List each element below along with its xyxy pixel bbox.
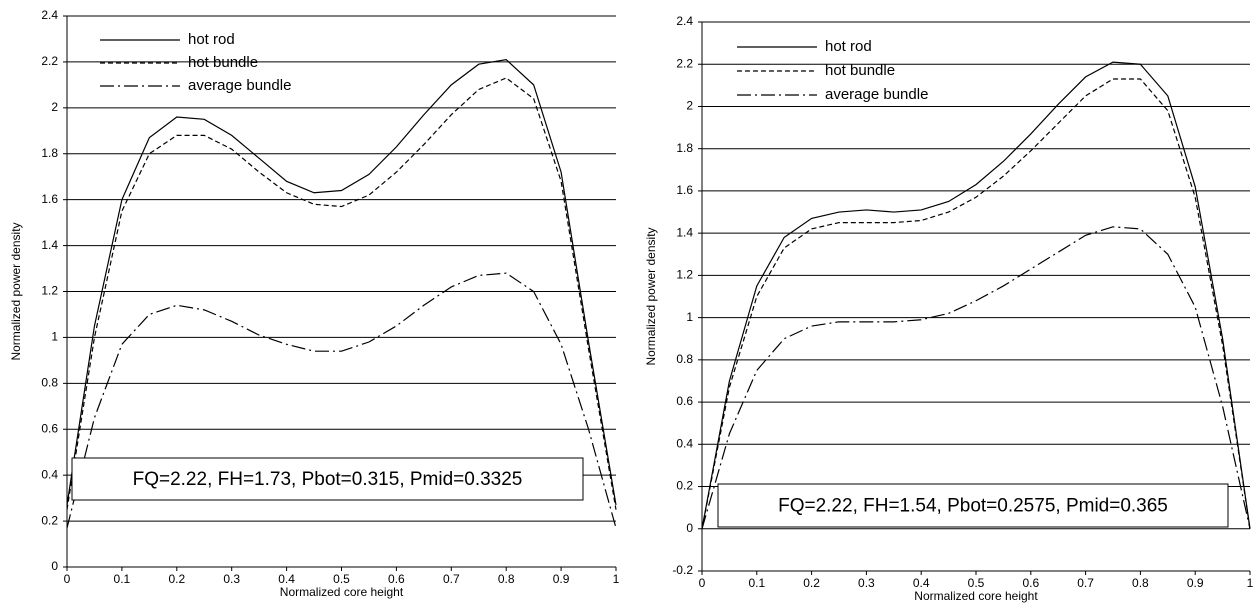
x-tick-label: 0.9 xyxy=(1187,576,1204,590)
series-line xyxy=(701,226,1251,529)
x-tick-label: 0.6 xyxy=(388,572,405,586)
x-tick-label: 0.3 xyxy=(223,572,240,586)
y-tick-label: 0.8 xyxy=(676,352,693,366)
y-tick-label: 0.6 xyxy=(676,394,693,408)
annotation-box xyxy=(717,483,1229,528)
y-tick-label: 1.4 xyxy=(676,225,693,239)
y-tick-label: 0.2 xyxy=(676,479,693,493)
annotation: FQ=2.22, FH=1.73, Pbot=0.315, Pmid=0.332… xyxy=(133,469,523,490)
x-tick-label: 0.2 xyxy=(803,576,820,590)
x-tick-label: 0.7 xyxy=(443,572,460,586)
y-tick-label: 1.2 xyxy=(676,268,693,282)
x-tick-label: 0.7 xyxy=(1077,576,1094,590)
legend-label: average bundle xyxy=(188,77,291,94)
y-tick-label: 0.8 xyxy=(41,376,58,390)
legend-label: hot bundle xyxy=(825,62,895,79)
x-tick-label: 0 xyxy=(699,576,706,590)
x-tick-label: 0.8 xyxy=(498,572,515,586)
y-tick-label: 0.6 xyxy=(41,421,58,435)
x-axis-label: Normalized core height xyxy=(280,585,404,599)
y-tick-label: 2.4 xyxy=(41,8,58,22)
y-tick-label: 1.6 xyxy=(676,183,693,197)
y-tick-label: 1.6 xyxy=(41,192,58,206)
legend-label: hot bundle xyxy=(188,54,258,71)
x-tick-label: 0.3 xyxy=(858,576,875,590)
y-tick-label: 0 xyxy=(686,521,693,535)
x-tick-label: 0.2 xyxy=(168,572,185,586)
x-tick-label: 0.1 xyxy=(748,576,765,590)
legend-label: hot rod xyxy=(188,31,235,48)
y-tick-label: 0.2 xyxy=(41,513,58,527)
series-line xyxy=(66,77,617,510)
y-tick-label: 1.8 xyxy=(41,146,58,160)
x-tick-label: 0.6 xyxy=(1022,576,1039,590)
y-tick-label: 1.8 xyxy=(676,141,693,155)
y-tick-label: 2.4 xyxy=(676,14,693,28)
y-tick-label: 1.4 xyxy=(41,238,58,252)
y-tick-label: 1.2 xyxy=(41,284,58,298)
series-line xyxy=(701,78,1251,529)
annotation-box xyxy=(71,457,584,501)
x-tick-label: 0.5 xyxy=(333,572,350,586)
y-tick-label: 2 xyxy=(51,100,58,114)
y-tick-label: 1 xyxy=(686,310,693,324)
legend-label: hot rod xyxy=(825,38,872,55)
x-tick-label: 0.8 xyxy=(1132,576,1149,590)
y-tick-label: 2 xyxy=(686,99,693,113)
x-tick-label: 0.4 xyxy=(913,576,930,590)
y-tick-label: -0.2 xyxy=(672,563,693,577)
x-tick-label: 0 xyxy=(64,572,71,586)
annotation: FQ=2.22, FH=1.54, Pbot=0.2575, Pmid=0.36… xyxy=(778,496,1168,517)
series-line xyxy=(66,272,617,529)
series-line xyxy=(66,58,617,506)
y-axis-label: Normalized power density xyxy=(644,227,658,365)
y-tick-label: 0.4 xyxy=(41,467,58,481)
x-tick-label: 0.5 xyxy=(968,576,985,590)
y-tick-label: 2.2 xyxy=(41,54,58,68)
series-line xyxy=(701,61,1251,529)
x-tick-label: 0.9 xyxy=(553,572,570,586)
y-axis-label: Normalized power density xyxy=(9,222,23,360)
y-tick-label: 0.4 xyxy=(676,436,693,450)
y-tick-label: 1 xyxy=(51,330,58,344)
legend-label: average bundle xyxy=(825,86,928,103)
y-tick-label: 2.2 xyxy=(676,56,693,70)
x-tick-label: 1 xyxy=(613,572,620,586)
x-tick-label: 0.4 xyxy=(278,572,295,586)
x-axis-label: Normalized core height xyxy=(914,589,1038,603)
x-tick-label: 0.1 xyxy=(114,572,131,586)
x-tick-label: 1 xyxy=(1247,576,1253,590)
y-tick-label: 0 xyxy=(51,559,58,573)
